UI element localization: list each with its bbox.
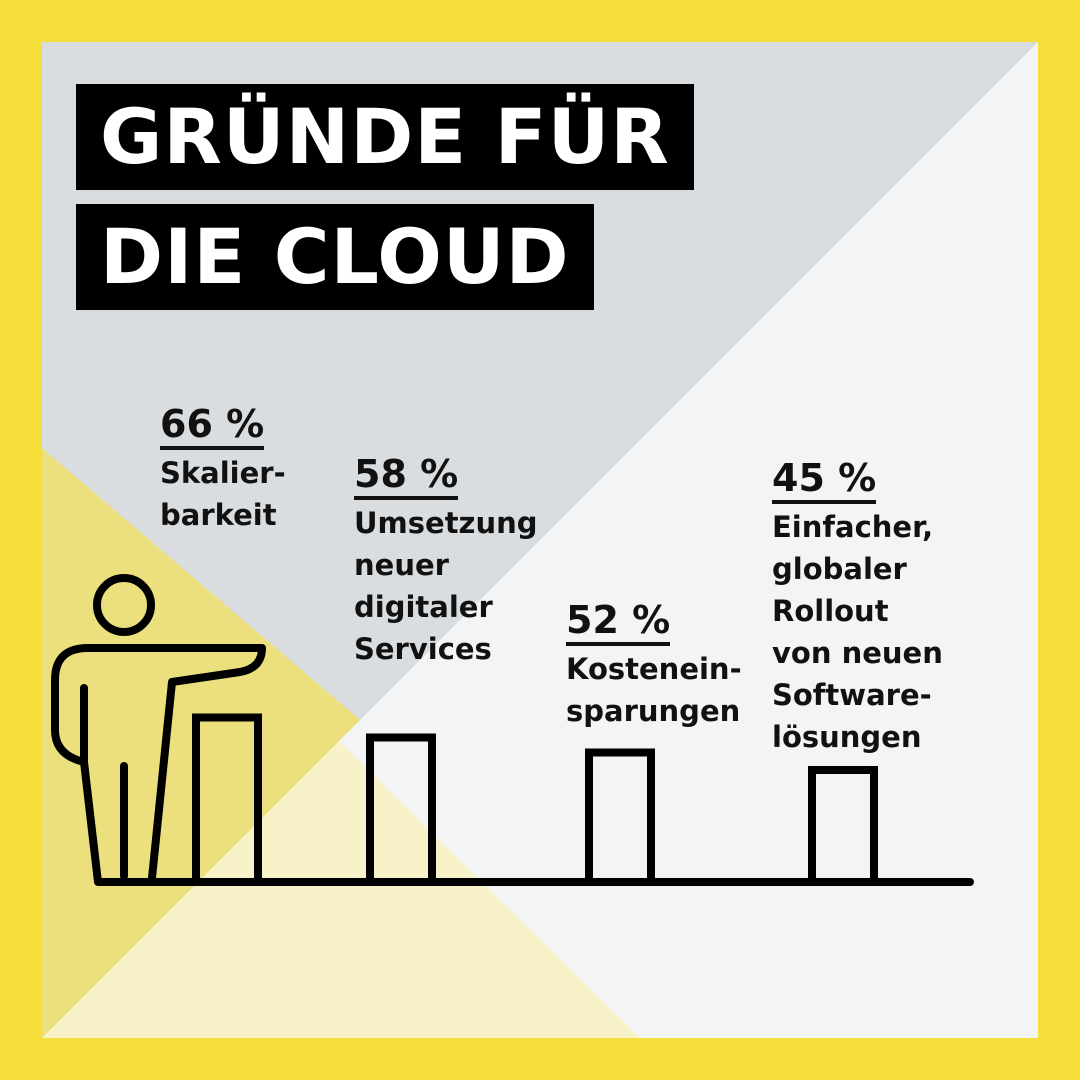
yellow-tint [42,448,360,1038]
category-label: Kostenein- sparungen [566,652,742,728]
value-label: 52 % [566,598,671,646]
bar-label-kosteneinsparungen: 52 % Kostenein- sparungen [566,598,742,732]
category-label: Skalier- barkeit [160,456,286,532]
value-label: 58 % [354,452,459,500]
bar-label-globaler-rollout: 45 % Einfacher, globaler Rollout von neu… [772,456,943,758]
title-line-1: GRÜNDE FÜR [76,84,694,190]
category-label: Umsetzung neuer digitaler Services [354,506,538,666]
value-label: 66 % [160,402,265,450]
bar-label-skalierbarkeit: 66 % Skalier- barkeit [160,402,286,536]
value-label: 45 % [772,456,877,504]
category-label: Einfacher, globaler Rollout von neuen So… [772,510,943,754]
title-line-2: DIE CLOUD [76,204,594,310]
person-icon [51,574,266,886]
bar-label-digitale-services: 58 % Umsetzung neuer digitaler Services [354,452,538,670]
